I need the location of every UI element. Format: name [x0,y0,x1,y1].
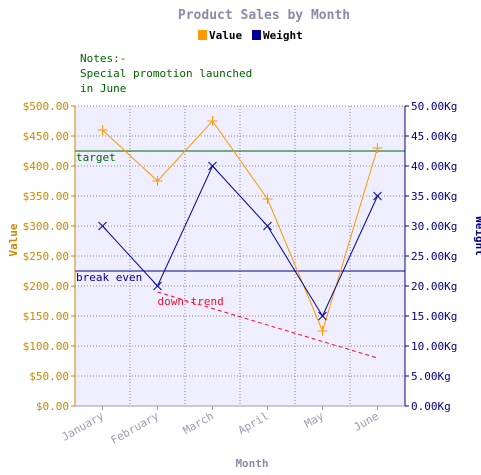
y-axis-right-title: Weight [473,216,481,256]
legend-label-value: Value [209,29,242,42]
legend: Value Weight [198,29,303,42]
series-line-value [102,120,378,333]
y-axis-left-title: Value [7,223,20,256]
legend-swatch-value [198,30,207,40]
y-right-tick-label: 35.00Kg [411,190,457,203]
reference-line-label: target [76,151,116,164]
reference-line-label: break even [76,271,142,284]
y-left-tick-label: $250.00 [23,250,69,263]
y-right-tick-label: 50.00Kg [411,100,457,113]
data-point-weight [208,161,217,171]
y-right-tick-label: 10.00Kg [411,340,457,353]
x-ticks: January February March April May June [59,406,381,447]
data-point-value [372,143,383,153]
y-right-tick-label: 25.00Kg [411,250,457,263]
reference-lines: target break even [75,150,405,284]
y-right-tick-label: 5.00Kg [411,370,451,383]
notes-line: Special promotion launched [80,67,252,80]
y-right-tick-label: 45.00Kg [411,130,457,143]
notes-annotation: Notes:- Special promotion launched in June [80,52,252,95]
data-point-weight [153,281,162,291]
y-left-tick-label: $150.00 [23,310,69,323]
x-tick-label: March [181,409,216,437]
grid [75,105,405,407]
y-right-ticks: 0.00Kg 5.00Kg 10.00Kg 15.00Kg 20.00Kg 25.00Kg… [405,100,457,413]
data-point-weight [373,191,382,201]
x-tick-label: June [352,409,381,434]
x-tick-label: May [302,409,326,430]
data-point-weight [98,221,107,231]
trend-line-group: down-trend [157,291,378,359]
series-group [97,116,383,336]
y-left-tick-label: $350.00 [23,190,69,203]
trend-line [157,291,378,359]
trend-line-label: down-trend [158,295,224,308]
x-tick-label: January [59,409,106,444]
data-point-value [152,176,163,186]
y-left-tick-label: $200.00 [23,280,69,293]
y-right-tick-label: 30.00Kg [411,220,457,233]
data-point-value [97,125,108,135]
y-left-tick-label: $300.00 [23,220,69,233]
y-left-tick-label: $400.00 [23,160,69,173]
y-right-tick-label: 40.00Kg [411,160,457,173]
x-axis-title: Month [235,457,268,470]
x-tick-label: April [236,409,271,437]
data-point-weight [263,221,272,231]
y-right-tick-label: 20.00Kg [411,280,457,293]
series-line-weight [102,165,378,318]
chart-title: Product Sales by Month [178,8,350,23]
data-point-weight [318,311,327,321]
data-point-value [207,116,218,126]
y-left-ticks: $0.00 $50.00 $100.00 $150.00 $200.00 $250.00 $… [23,100,75,413]
y-right-tick-label: 15.00Kg [411,310,457,323]
x-tick-label: February [109,409,162,447]
notes-line: Notes:- [80,52,126,65]
y-left-tick-label: $500.00 [23,100,69,113]
legend-label-weight: Weight [263,29,303,42]
y-right-tick-label: 0.00Kg [411,400,451,413]
y-left-tick-label: $100.00 [23,340,69,353]
data-point-value [317,326,328,336]
notes-line: in June [80,82,126,95]
legend-swatch-weight [252,30,261,40]
data-point-value [262,194,273,204]
y-left-tick-label: $0.00 [36,400,69,413]
y-left-tick-label: $450.00 [23,130,69,143]
y-left-tick-label: $50.00 [29,370,69,383]
